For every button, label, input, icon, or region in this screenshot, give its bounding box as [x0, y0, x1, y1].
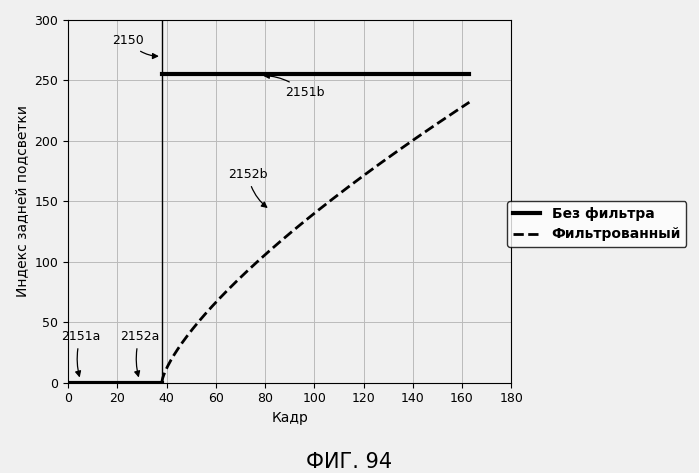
Фильтрованный [340, 187, 348, 193]
Фильтрованный [157, 380, 166, 385]
Legend: Без фильтра, Фильтрованный: Без фильтра, Фильтрованный [507, 201, 686, 247]
Фильтрованный [340, 187, 349, 193]
Line: Фильтрованный: Фильтрованный [161, 102, 469, 383]
Text: 2151a: 2151a [61, 330, 100, 376]
Без фильтра [465, 71, 473, 77]
Text: ФИГ. 94: ФИГ. 94 [306, 452, 393, 472]
Без фильтра [157, 71, 166, 77]
Y-axis label: Индекс задней подсветки: Индекс задней подсветки [15, 105, 29, 298]
Text: 2152b: 2152b [228, 168, 268, 207]
Фильтрованный [417, 132, 425, 138]
Text: 2151b: 2151b [264, 73, 324, 99]
Text: 2150: 2150 [113, 34, 157, 59]
Фильтрованный [436, 119, 445, 124]
Фильтрованный [346, 183, 354, 189]
Фильтрованный [159, 375, 167, 381]
Фильтрованный [465, 99, 473, 105]
Text: 2152a: 2152a [120, 330, 159, 376]
X-axis label: Кадр: Кадр [271, 411, 308, 425]
